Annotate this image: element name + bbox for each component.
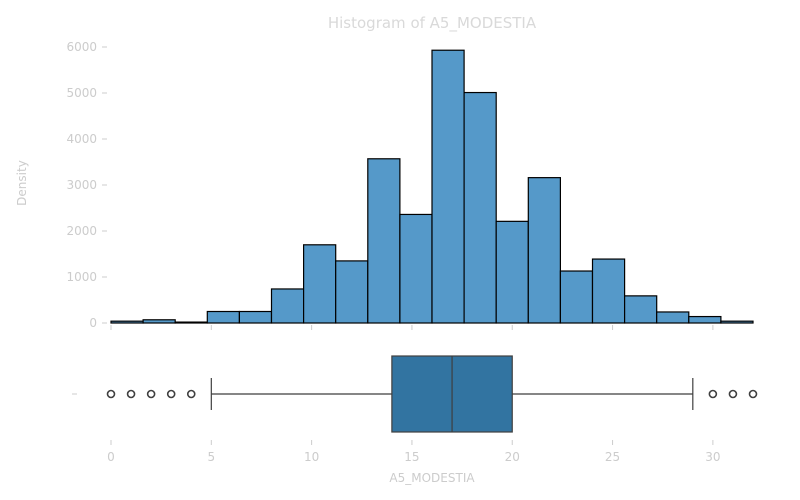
- histogram-bar: [495, 220, 529, 324]
- y-tick-label: 6000: [66, 40, 97, 54]
- y-tick-label: 5000: [66, 86, 97, 100]
- y-axis-label: Density: [15, 160, 29, 206]
- outlier-point: [728, 389, 738, 399]
- histogram-bar: [303, 244, 337, 324]
- histogram-bar: [688, 315, 722, 324]
- histogram-bar: [399, 213, 433, 324]
- x-axis-label: A5_MODESTIA: [389, 471, 475, 485]
- outlier-point: [146, 389, 156, 399]
- outlier-point: [186, 389, 196, 399]
- histogram-bar: [720, 320, 754, 324]
- histogram-bar: [527, 177, 561, 324]
- histogram-bar: [623, 295, 658, 324]
- outlier-point: [748, 389, 758, 399]
- histogram-bar: [431, 49, 465, 324]
- y-tick-label: 0: [89, 316, 97, 330]
- x-tick-label: 15: [404, 450, 419, 464]
- x-tick-label: 10: [304, 450, 319, 464]
- histogram-plot: 0 1000 2000 3000 4000 5000 6000: [66, 40, 754, 330]
- outlier-point: [708, 389, 718, 399]
- chart-title: Histogram of A5_MODESTIA: [328, 14, 537, 33]
- y-tick-label: 4000: [66, 132, 97, 146]
- histogram-bar: [270, 288, 305, 324]
- y-tick-label: 2000: [66, 224, 97, 238]
- histogram-bar: [463, 91, 497, 324]
- x-tick-label: 20: [505, 450, 520, 464]
- outlier-point: [166, 389, 176, 399]
- x-tick-label: 0: [107, 450, 115, 464]
- histogram-bar: [174, 321, 208, 324]
- outlier-point: [106, 389, 116, 399]
- histogram-bar: [206, 310, 241, 324]
- histogram-bar: [367, 158, 401, 324]
- histogram-bar: [238, 310, 273, 324]
- histogram-bar: [559, 270, 594, 324]
- histogram-bar: [142, 319, 176, 324]
- x-tick-label: 5: [207, 450, 215, 464]
- x-tick-label: 30: [705, 450, 720, 464]
- histogram-bar: [335, 260, 369, 324]
- histogram-bar: [591, 258, 626, 324]
- boxplot-plot: 0 5 10 15 20 25 30: [72, 355, 758, 464]
- x-tick-label: 25: [605, 450, 620, 464]
- histogram-bar: [110, 320, 144, 324]
- y-tick-label: 1000: [66, 270, 97, 284]
- outlier-point: [126, 389, 136, 399]
- y-tick-label: 3000: [66, 178, 97, 192]
- histogram-bar: [656, 311, 690, 324]
